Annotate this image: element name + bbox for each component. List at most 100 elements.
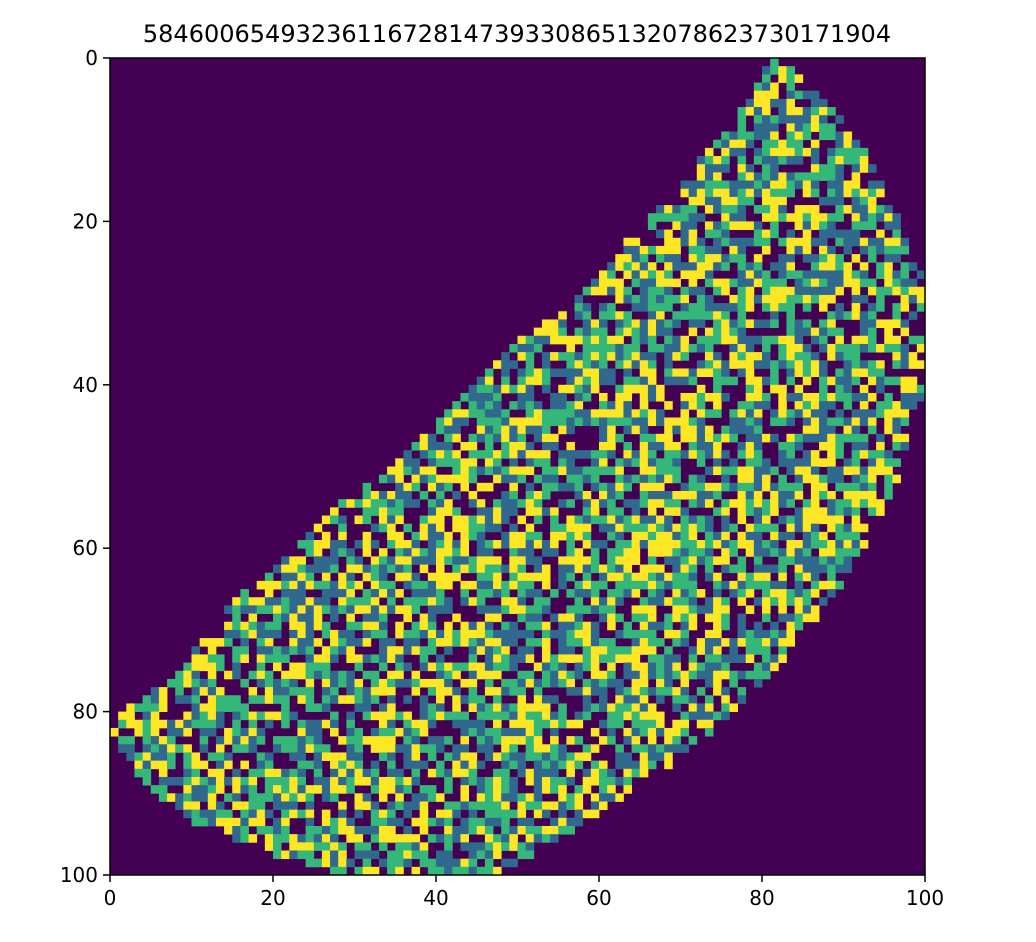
heatmap-cell [509, 809, 518, 819]
heatmap-cell [704, 180, 714, 190]
heatmap-cell [582, 711, 592, 721]
heatmap-cell [762, 466, 771, 476]
heatmap-cell [460, 482, 469, 492]
heatmap-cell [770, 629, 779, 639]
heatmap-cell [819, 335, 828, 345]
heatmap-cell [395, 466, 404, 476]
heatmap-cell [118, 736, 127, 745]
heatmap-cell [843, 491, 853, 500]
heatmap-cell [541, 360, 551, 369]
heatmap-cell [631, 360, 641, 369]
heatmap-cell [802, 107, 812, 116]
heatmap-cell [533, 515, 543, 525]
heatmap-cell [737, 409, 747, 418]
heatmap-cell [908, 286, 918, 296]
heatmap-cell [566, 776, 575, 786]
heatmap-cell [484, 809, 494, 819]
heatmap-cell [493, 687, 502, 696]
heatmap-cell [704, 205, 714, 214]
heatmap-cell [876, 319, 885, 329]
heatmap-cell [713, 327, 722, 337]
heatmap-cell [607, 352, 616, 361]
heatmap-cell [639, 425, 649, 435]
heatmap-cell [721, 433, 730, 443]
heatmap-cell [713, 303, 722, 312]
heatmap-cell [566, 523, 575, 533]
heatmap-cell [908, 401, 918, 410]
heatmap-cell [827, 131, 836, 141]
heatmap-cell [411, 458, 421, 467]
heatmap-cell [273, 736, 282, 745]
heatmap-cell [696, 254, 706, 263]
heatmap-cell [460, 842, 469, 851]
heatmap-cell [395, 711, 404, 721]
heatmap-cell [574, 687, 584, 696]
heatmap-cell [354, 556, 364, 565]
heatmap-cell [321, 850, 331, 860]
heatmap-cell [533, 776, 543, 786]
heatmap-cell [631, 572, 641, 582]
heatmap-cell [468, 621, 478, 631]
heatmap-cell [444, 450, 453, 459]
heatmap-cell [696, 360, 706, 369]
heatmap-cell [256, 752, 266, 762]
heatmap-cell [835, 131, 844, 141]
heatmap-cell [427, 752, 437, 762]
heatmap-cell [509, 564, 518, 574]
heatmap-cell [704, 311, 714, 320]
heatmap-cell [484, 507, 494, 516]
heatmap-cell [623, 540, 632, 549]
heatmap-cell [770, 156, 779, 165]
heatmap-cell [672, 368, 681, 378]
heatmap-cell [403, 548, 412, 557]
heatmap-cell [509, 540, 518, 549]
heatmap-cell [330, 687, 339, 696]
heatmap-cell [370, 760, 380, 770]
heatmap-cell [704, 629, 714, 639]
heatmap-cell [900, 303, 910, 312]
heatmap-cell [207, 654, 217, 663]
heatmap-cell [354, 703, 364, 712]
heatmap-cell [688, 188, 698, 198]
heatmap-cell [786, 172, 795, 181]
heatmap-cell [590, 605, 600, 614]
heatmap-cell [745, 107, 755, 116]
heatmap-cell [582, 491, 592, 500]
heatmap-cell [737, 123, 747, 132]
heatmap-cell [436, 605, 445, 614]
heatmap-cell [330, 589, 339, 598]
heatmap-cell [444, 646, 453, 655]
heatmap-cell [770, 196, 779, 206]
heatmap-cell [476, 736, 486, 745]
heatmap-cell [224, 638, 233, 647]
heatmap-cell [819, 441, 828, 451]
heatmap-cell [183, 793, 192, 802]
heatmap-cell [484, 785, 494, 794]
heatmap-cell [126, 752, 135, 762]
heatmap-cell [615, 654, 624, 663]
heatmap-cell [737, 188, 747, 198]
heatmap-cell [680, 376, 690, 386]
heatmap-cell [517, 474, 527, 484]
heatmap-cell [517, 564, 527, 574]
heatmap-cell [550, 629, 559, 639]
heatmap-cell [378, 842, 388, 851]
heatmap-cell [680, 744, 690, 753]
heatmap-cell [770, 213, 779, 222]
heatmap-cell [256, 670, 266, 680]
heatmap-cell [582, 303, 592, 312]
heatmap-cell [582, 319, 592, 329]
heatmap-cell [802, 229, 812, 239]
heatmap-cell [916, 360, 926, 369]
heatmap-cell [786, 597, 795, 606]
heatmap-cell [558, 678, 567, 688]
heatmap-cell [631, 254, 641, 263]
heatmap-cell [770, 123, 779, 132]
heatmap-cell [517, 613, 527, 623]
heatmap-cell [574, 548, 584, 557]
heatmap-cell [452, 866, 461, 876]
heatmap-cell [509, 629, 518, 639]
heatmap-cell [590, 760, 600, 770]
heatmap-cell [509, 401, 518, 410]
heatmap-cell [599, 417, 608, 427]
